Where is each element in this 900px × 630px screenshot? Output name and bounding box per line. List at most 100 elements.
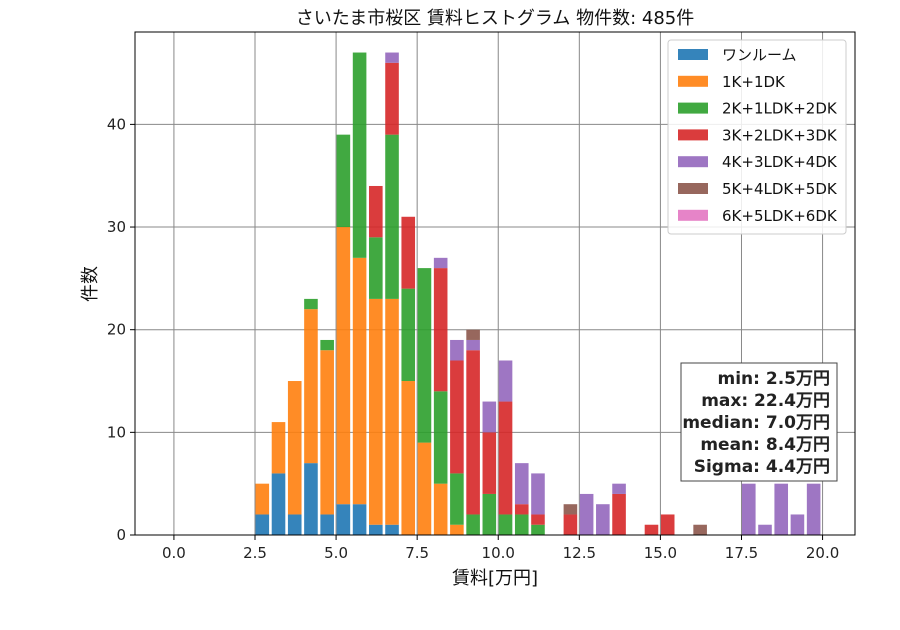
stats-box-frame <box>680 362 838 482</box>
bar-segment-0 <box>336 504 351 535</box>
bar-segment-3 <box>563 514 578 535</box>
bar-segment-3 <box>466 350 480 515</box>
bar-segment-2 <box>401 288 416 382</box>
bar-segment-2 <box>336 134 351 228</box>
legend-swatch <box>678 75 708 87</box>
bar-segment-3 <box>660 514 675 535</box>
legend-swatch <box>678 49 708 60</box>
bar-segment-1 <box>401 381 416 535</box>
legend-frame <box>667 39 847 235</box>
legend: ワンルーム 1K+1DK 2K+1LDK+2DK 3K+2LDK+3DK 4K+3LDK… <box>667 39 847 235</box>
bar-segment-3 <box>450 360 464 474</box>
bar-segment-4 <box>774 483 789 535</box>
legend-swatch <box>678 209 708 221</box>
bar-segment-4 <box>385 52 399 63</box>
bar-segment-2 <box>433 391 448 484</box>
legend-label: 2K+1LDK+2DK <box>722 100 838 118</box>
legend-label: 4K+3LDK+4DK <box>722 153 838 171</box>
bar-segment-4 <box>433 257 448 269</box>
x-tick-label: 0.0 <box>162 544 186 562</box>
bar-segment-2 <box>514 514 529 535</box>
bar-segment-4 <box>758 524 772 535</box>
stats-max: max: 22.4万円 <box>701 391 830 411</box>
bar-segment-4 <box>579 493 594 535</box>
legend-swatch <box>678 156 708 168</box>
bar-segment-2 <box>369 237 383 299</box>
legend-swatch <box>678 129 708 141</box>
legend-label: 5K+4LDK+5DK <box>722 180 838 198</box>
bar-segment-5 <box>563 504 578 515</box>
stats-min: min: 2.5万円 <box>718 369 830 389</box>
bar-segment-1 <box>255 483 270 515</box>
x-tick-label: 5.0 <box>324 544 348 562</box>
bar-segment-3 <box>514 504 529 515</box>
legend-label: 1K+1DK <box>722 73 786 91</box>
bar-segment-4 <box>482 401 497 433</box>
bar-segment-2 <box>304 298 318 310</box>
bar-segment-1 <box>304 309 318 464</box>
bar-segment-3 <box>482 432 497 494</box>
bar-segment-4 <box>450 339 464 361</box>
x-tick-label: 2.5 <box>243 544 267 562</box>
bar-segment-1 <box>385 298 399 525</box>
legend-label: 3K+2LDK+3DK <box>722 126 838 144</box>
bar-segment-4 <box>806 483 821 535</box>
y-tick-label: 10 <box>107 423 126 441</box>
bar-segment-3 <box>385 62 399 135</box>
chart-title: さいたま市桜区 賃料ヒストグラム 物件数: 485件 <box>296 8 695 29</box>
legend-swatch <box>678 102 708 114</box>
bar-segment-1 <box>287 381 302 515</box>
bar-segment-2 <box>531 524 545 535</box>
bar-segment-2 <box>482 493 497 535</box>
bar-segment-3 <box>498 401 513 515</box>
bar-segment-5 <box>693 524 707 535</box>
bar-segment-4 <box>466 339 480 351</box>
bar-segment-1 <box>369 298 383 525</box>
bar-segment-2 <box>466 514 480 535</box>
bar-segment-0 <box>385 524 399 535</box>
x-tick-label: 10.0 <box>482 544 515 562</box>
x-tick-label: 12.5 <box>563 544 596 562</box>
y-tick-label: 20 <box>107 321 126 339</box>
bar-segment-0 <box>287 514 302 535</box>
bar-segment-1 <box>352 257 367 505</box>
bar-segment-0 <box>271 473 286 535</box>
x-tick-label: 15.0 <box>644 544 677 562</box>
y-axis-label: 件数 <box>80 266 101 302</box>
y-tick-label: 40 <box>107 115 126 133</box>
bar-segment-4 <box>531 473 545 515</box>
legend-label: ワンルーム <box>722 46 797 64</box>
axis-ticks: 0.0 2.5 5.0 7.5 10.0 12.5 15.0 17.5 20.0 0 10 20 30 4… <box>107 115 839 562</box>
bar-segment-2 <box>385 134 399 299</box>
bar-segment-1 <box>433 483 448 535</box>
bar-segment-0 <box>255 514 270 535</box>
bar-segment-1 <box>417 442 432 535</box>
plot-frame <box>134 31 856 536</box>
bars <box>255 52 821 535</box>
bar-segment-3 <box>644 524 659 535</box>
legend-label: 6K+5LDK+6DK <box>722 207 838 225</box>
x-tick-label: 7.5 <box>405 544 429 562</box>
bar-segment-4 <box>790 514 805 535</box>
bar-segment-0 <box>320 514 334 535</box>
bar-segment-5 <box>466 329 480 340</box>
x-axis-label: 賃料[万円] <box>452 568 538 589</box>
y-tick-label: 0 <box>116 526 126 544</box>
bar-segment-4 <box>612 483 626 494</box>
y-tick-label: 30 <box>107 218 126 236</box>
bar-segment-2 <box>498 514 513 535</box>
bar-segment-0 <box>369 524 383 535</box>
bar-segment-4 <box>514 463 529 505</box>
bar-segment-0 <box>304 463 318 535</box>
bar-segment-3 <box>433 268 448 392</box>
bar-segment-4 <box>596 504 610 535</box>
bar-segment-4 <box>498 360 513 402</box>
bar-segment-1 <box>320 350 334 515</box>
bar-segment-1 <box>336 227 351 505</box>
bar-segment-3 <box>531 514 545 525</box>
bar-segment-2 <box>450 473 464 525</box>
bar-segment-2 <box>417 268 432 443</box>
bar-segment-3 <box>369 185 383 238</box>
bar-segment-0 <box>352 504 367 535</box>
stats-sigma: Sigma: 4.4万円 <box>694 457 830 477</box>
